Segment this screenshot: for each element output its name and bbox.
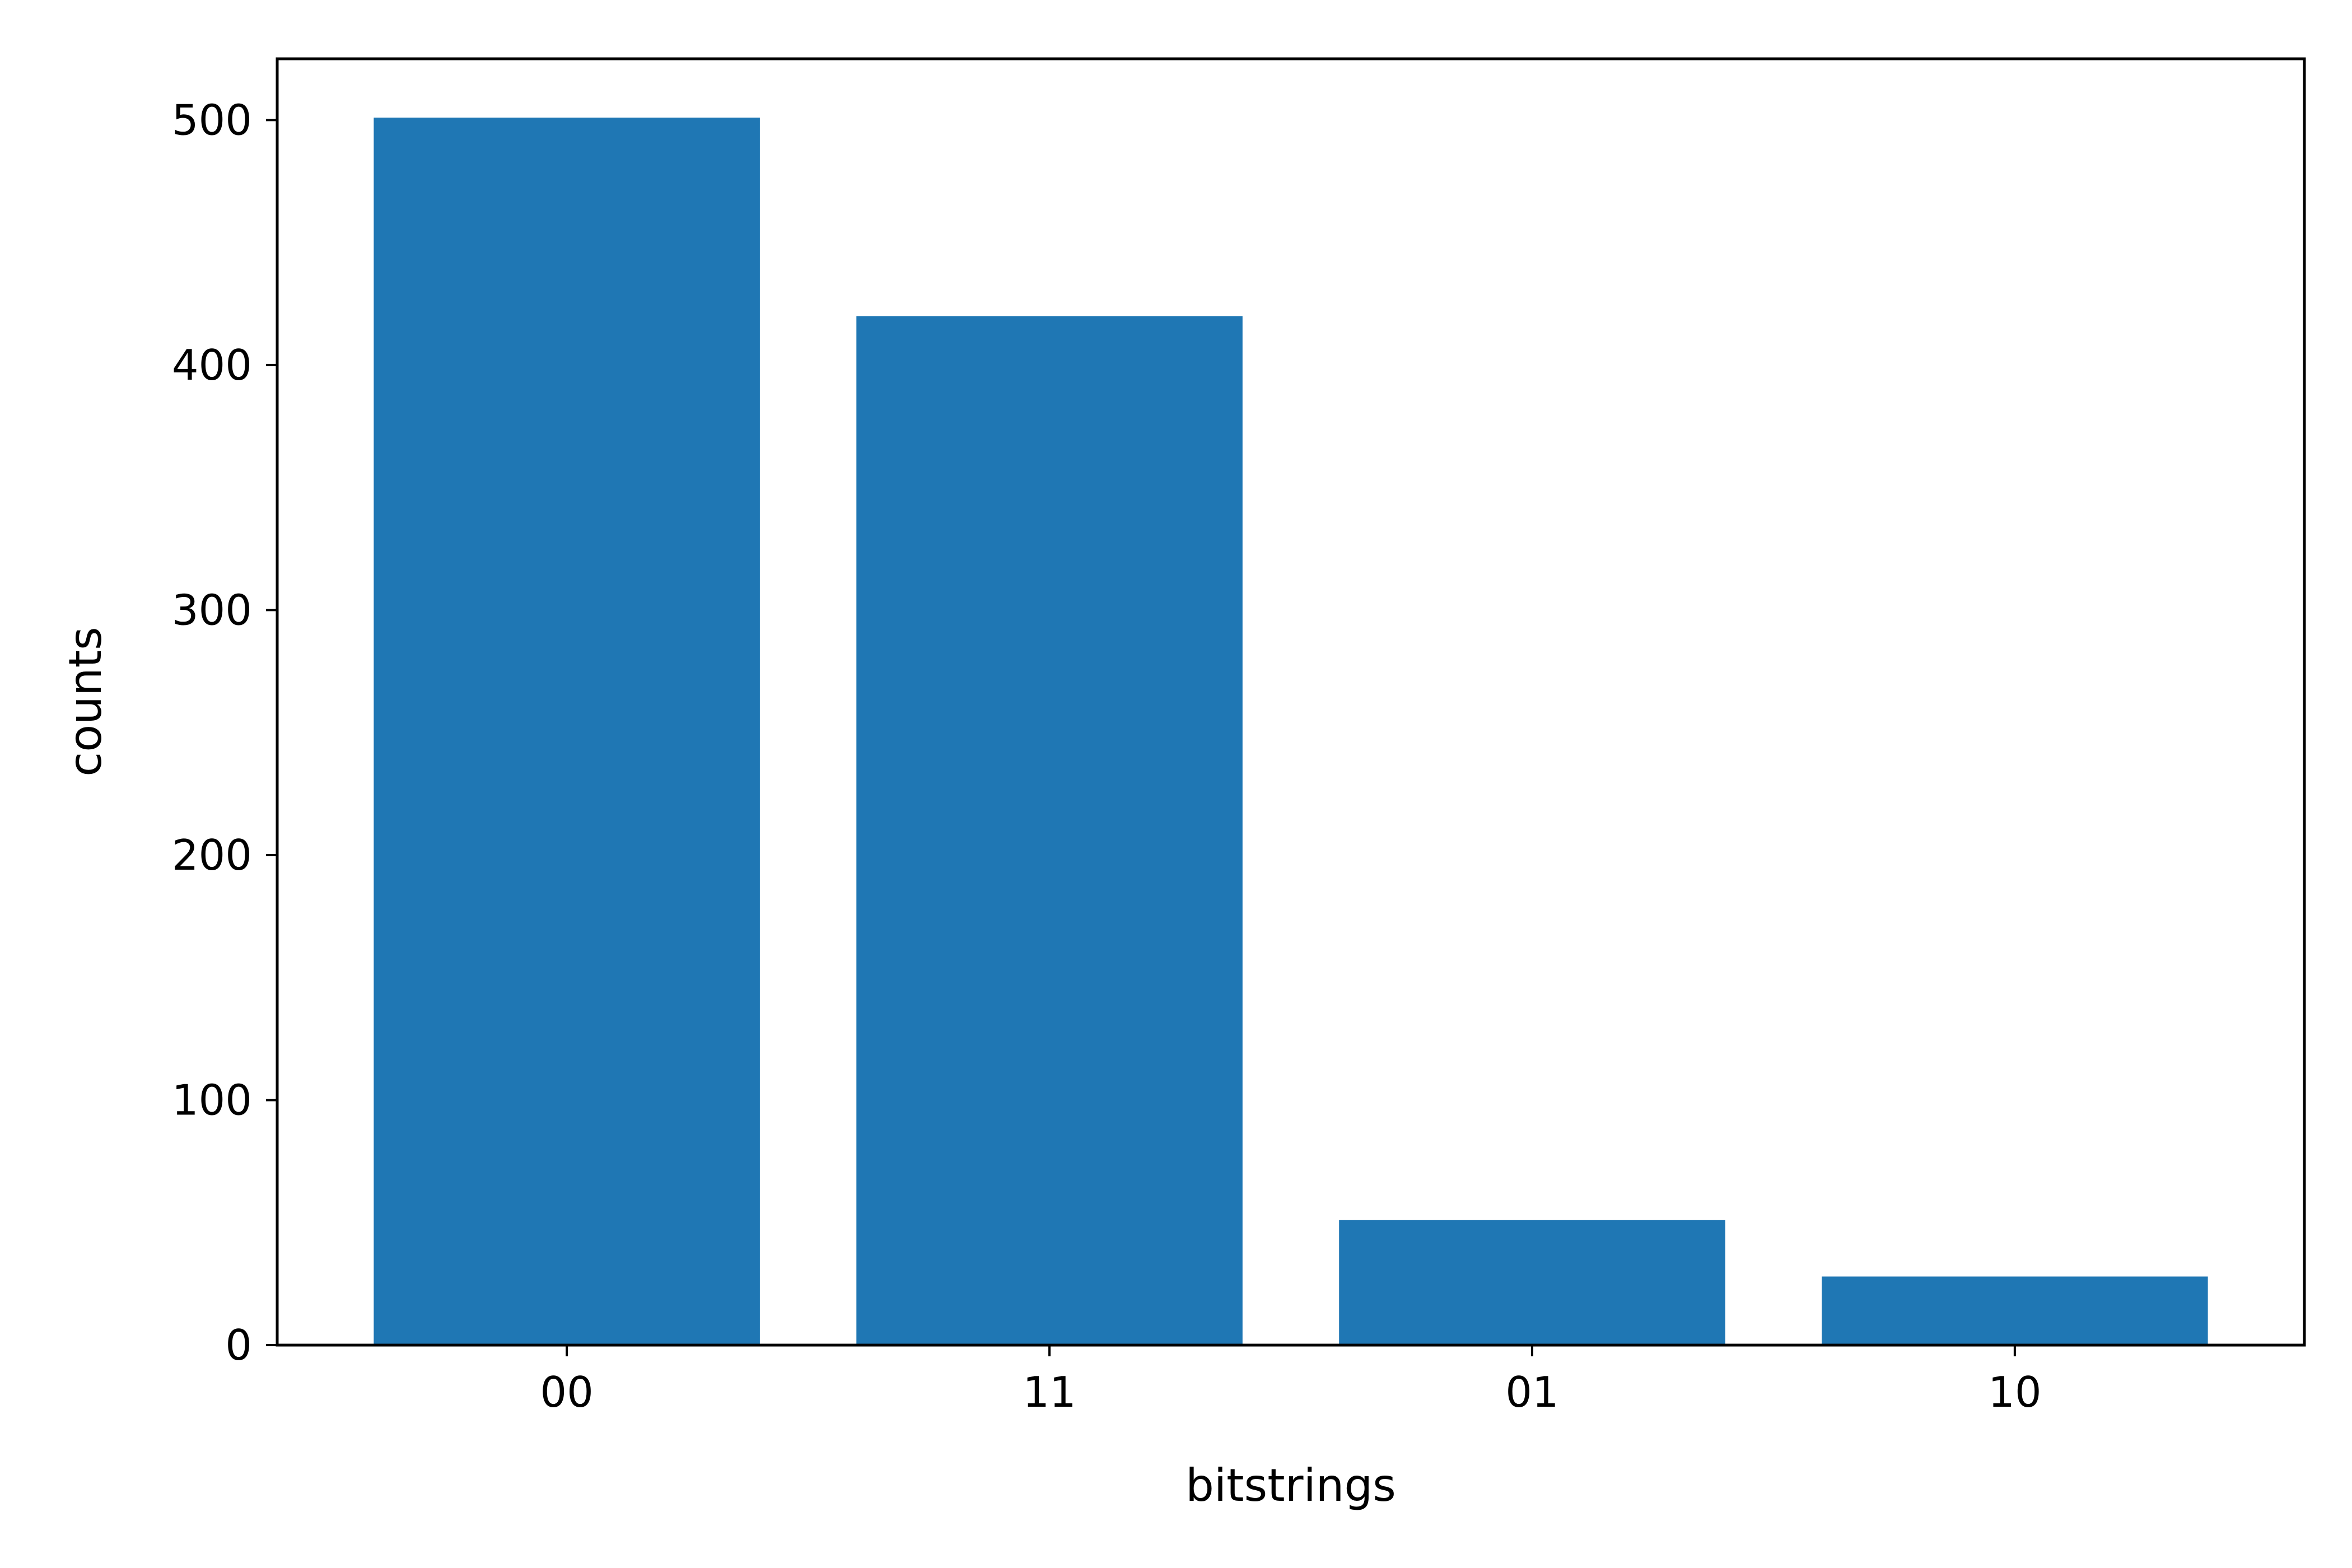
bar-00 xyxy=(374,118,760,1346)
y-tick-label: 0 xyxy=(225,1320,252,1370)
y-tick-label: 200 xyxy=(172,830,252,880)
y-tick-label: 100 xyxy=(172,1075,252,1124)
x-tick-label: 01 xyxy=(1505,1368,1558,1417)
bar-10 xyxy=(1822,1276,2208,1345)
bars xyxy=(374,118,2208,1346)
x-axis-ticks: 00 11 01 10 xyxy=(540,1345,2042,1417)
x-tick-label: 11 xyxy=(1023,1368,1076,1417)
y-tick-label: 400 xyxy=(172,340,252,390)
x-tick-label: 00 xyxy=(540,1368,593,1417)
y-axis-label: counts xyxy=(59,627,111,776)
bar-01 xyxy=(1339,1220,1725,1345)
y-axis-ticks: 0 100 200 300 400 500 xyxy=(172,95,277,1370)
y-tick-label: 300 xyxy=(172,585,252,634)
y-tick-label: 500 xyxy=(172,95,252,144)
bar-11 xyxy=(856,316,1243,1345)
plot-frame xyxy=(276,57,2306,1347)
x-tick-label: 10 xyxy=(1988,1368,2041,1417)
x-axis-label: bitstrings xyxy=(1186,1459,1396,1511)
